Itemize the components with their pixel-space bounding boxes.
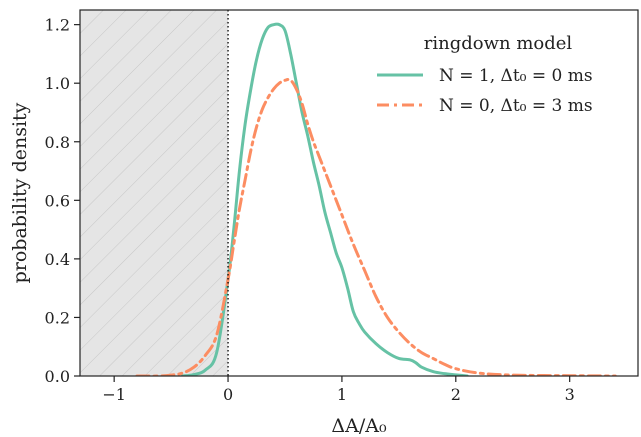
x-tick-label: 1 [337,385,347,404]
y-tick-label: 0.0 [45,367,70,386]
series-layer [135,22,617,376]
y-axis-ticks: 0.0 0.2 0.4 0.6 0.8 1.0 1.2 [45,16,80,386]
x-tick-label: 2 [451,385,461,404]
x-tick-label: 3 [565,385,575,404]
y-tick-label: 0.8 [45,133,70,152]
x-tick-label: −1 [102,385,126,404]
legend-entry-n1: N = 1, Δt₀ = 0 ms [439,66,593,86]
y-tick-label: 1.2 [45,16,70,35]
x-axis-label: ΔA/A₀ [331,415,387,437]
y-tick-label: 1.0 [45,74,70,93]
series-line-1 [135,78,617,376]
shaded-excluded-region [80,10,229,376]
plot-frame [79,9,639,377]
series-line-0 [180,22,469,376]
legend-entry-n0: N = 0, Δt₀ = 3 ms [439,96,593,116]
shade-hatch [80,10,229,376]
y-axis-label: probability density [9,102,31,283]
y-tick-label: 0.2 [45,308,70,327]
x-axis-ticks: −1 0 1 2 3 [102,376,575,404]
legend-title: ringdown model [424,33,573,54]
x-tick-label: 0 [223,385,233,404]
legend: ringdown model N = 1, Δt₀ = 0 ms N = 0, … [377,33,593,116]
y-tick-label: 0.4 [45,250,70,269]
y-tick-label: 0.6 [45,191,70,210]
